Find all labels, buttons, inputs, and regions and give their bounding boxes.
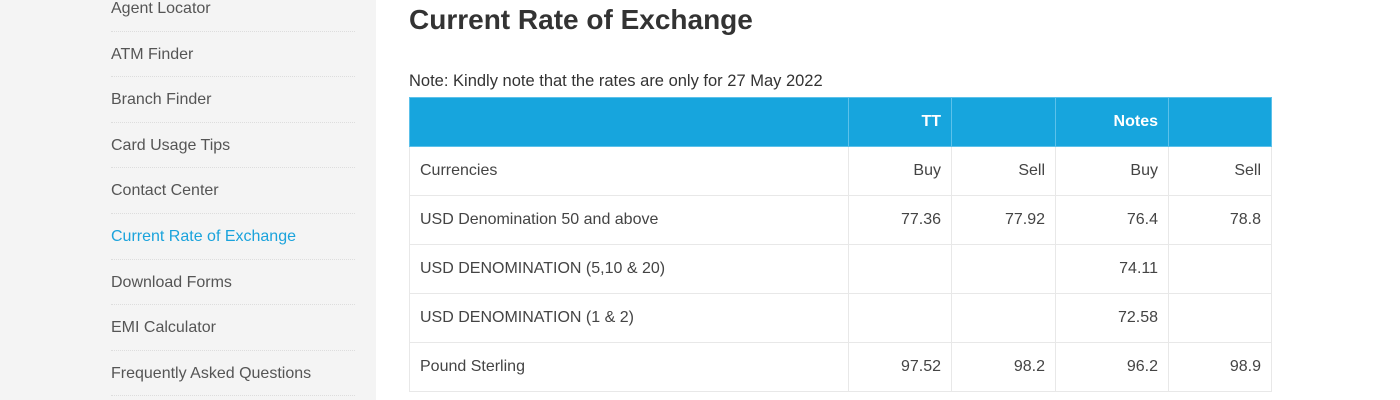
cell-notes-buy: 76.4 [1055, 195, 1169, 245]
column-header-row: Currencies Buy Sell Buy Sell [409, 146, 1272, 196]
column-header-tt-buy: Buy [848, 146, 952, 196]
cell-tt-buy [848, 293, 952, 343]
table-row: Pound Sterling 97.52 98.2 96.2 98.9 [409, 342, 1272, 392]
page-title: Current Rate of Exchange [409, 4, 753, 35]
cell-notes-buy: 72.58 [1055, 293, 1169, 343]
sidebar: Agent Locator ATM Finder Branch Finder C… [0, 0, 376, 400]
cell-notes-buy: 74.11 [1055, 244, 1169, 294]
cell-currency: USD DENOMINATION (1 & 2) [409, 293, 849, 343]
table-row: USD DENOMINATION (5,10 & 20) 74.11 [409, 244, 1272, 294]
sidebar-item-emi-calculator[interactable]: EMI Calculator [111, 305, 355, 351]
cell-notes-sell: 78.8 [1168, 195, 1272, 245]
cell-tt-sell: 77.92 [951, 195, 1056, 245]
column-header-currencies: Currencies [409, 146, 849, 196]
cell-currency: USD Denomination 50 and above [409, 195, 849, 245]
cell-notes-buy: 96.2 [1055, 342, 1169, 392]
sidebar-menu: Agent Locator ATM Finder Branch Finder C… [111, 0, 355, 397]
cell-tt-buy: 77.36 [848, 195, 952, 245]
sidebar-item-download-forms[interactable]: Download Forms [111, 260, 355, 306]
column-header-notes-buy: Buy [1055, 146, 1169, 196]
cell-tt-buy [848, 244, 952, 294]
sidebar-item-contact-center[interactable]: Contact Center [111, 168, 355, 214]
cell-tt-sell [951, 244, 1056, 294]
sidebar-item-current-rate-of-exchange[interactable]: Current Rate of Exchange [111, 214, 355, 260]
sidebar-item-branch-finder[interactable]: Branch Finder [111, 77, 355, 123]
group-header-cell [1168, 97, 1272, 147]
cell-notes-sell [1168, 293, 1272, 343]
sidebar-item-agent-locator[interactable]: Agent Locator [111, 0, 355, 32]
sidebar-item-card-usage-tips[interactable]: Card Usage Tips [111, 123, 355, 169]
cell-tt-sell [951, 293, 1056, 343]
table-row: USD DENOMINATION (1 & 2) 72.58 [409, 293, 1272, 343]
cell-currency: USD DENOMINATION (5,10 & 20) [409, 244, 849, 294]
cell-notes-sell [1168, 244, 1272, 294]
rates-note: Note: Kindly note that the rates are onl… [409, 72, 823, 90]
column-header-notes-sell: Sell [1168, 146, 1272, 196]
table-row: USD Denomination 50 and above 77.36 77.92 7… [409, 195, 1272, 245]
sidebar-item-faq[interactable]: Frequently Asked Questions [111, 351, 355, 397]
cell-tt-sell: 98.2 [951, 342, 1056, 392]
table-group-header: TT Notes [409, 97, 1272, 147]
group-header-cell [951, 97, 1056, 147]
group-header-tt: TT [848, 97, 952, 147]
exchange-rate-table: TT Notes Currencies Buy Sell Buy Sell US… [409, 97, 1272, 392]
group-header-notes: Notes [1055, 97, 1169, 147]
column-header-tt-sell: Sell [951, 146, 1056, 196]
group-header-cell [409, 97, 849, 147]
cell-tt-buy: 97.52 [848, 342, 952, 392]
sidebar-item-atm-finder[interactable]: ATM Finder [111, 32, 355, 78]
cell-notes-sell: 98.9 [1168, 342, 1272, 392]
cell-currency: Pound Sterling [409, 342, 849, 392]
